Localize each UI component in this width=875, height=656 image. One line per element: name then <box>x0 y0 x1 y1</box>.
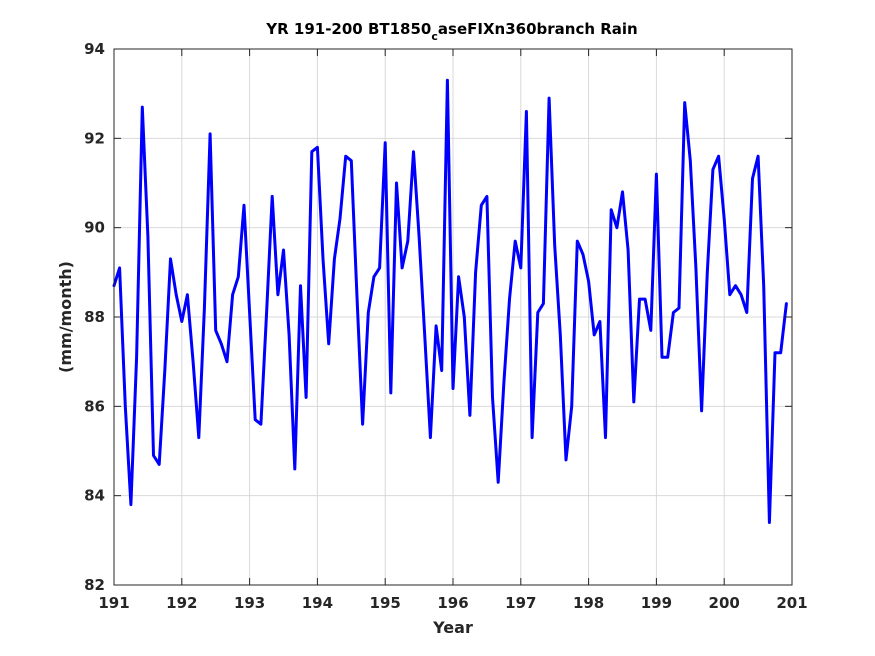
y-tick-label: 92 <box>84 129 105 147</box>
chart-title-main: YR 191-200 BT1850 <box>265 20 431 38</box>
x-tick-label: 196 <box>437 594 468 612</box>
y-tick-label: 82 <box>84 576 105 594</box>
tick-marks <box>113 48 793 586</box>
y-tick-label: 84 <box>84 487 105 505</box>
x-tick-label: 201 <box>776 594 807 612</box>
x-tick-label: 195 <box>370 594 401 612</box>
x-tick-label: 197 <box>505 594 536 612</box>
chart-title-subscript: c <box>431 30 438 43</box>
x-tick-label: 200 <box>709 594 740 612</box>
x-tick-label: 199 <box>641 594 672 612</box>
x-tick-label: 198 <box>573 594 604 612</box>
series-layer <box>112 78 788 524</box>
series-line <box>112 78 788 524</box>
x-tick-label: 191 <box>98 594 129 612</box>
y-tick-label: 88 <box>84 308 105 326</box>
y-tick-labels: 82 84 86 88 90 92 94 <box>84 40 105 594</box>
chart-title: YR 191-200 BT1850caseFIXn360branch Rain <box>265 20 637 43</box>
y-axis-label: (mm/month) <box>56 261 75 373</box>
y-tick-label: 86 <box>84 397 105 415</box>
y-tick-label: 90 <box>84 219 105 237</box>
x-tick-label: 194 <box>302 594 333 612</box>
x-tick-label: 192 <box>166 594 197 612</box>
y-tick-label: 94 <box>84 40 105 58</box>
x-axis-label: Year <box>432 618 473 637</box>
x-tick-label: 193 <box>234 594 265 612</box>
chart-title-rest: aseFIXn360branch Rain <box>438 20 638 38</box>
x-tick-labels: 191 192 193 194 195 196 197 198 199 200 201 <box>98 594 807 612</box>
